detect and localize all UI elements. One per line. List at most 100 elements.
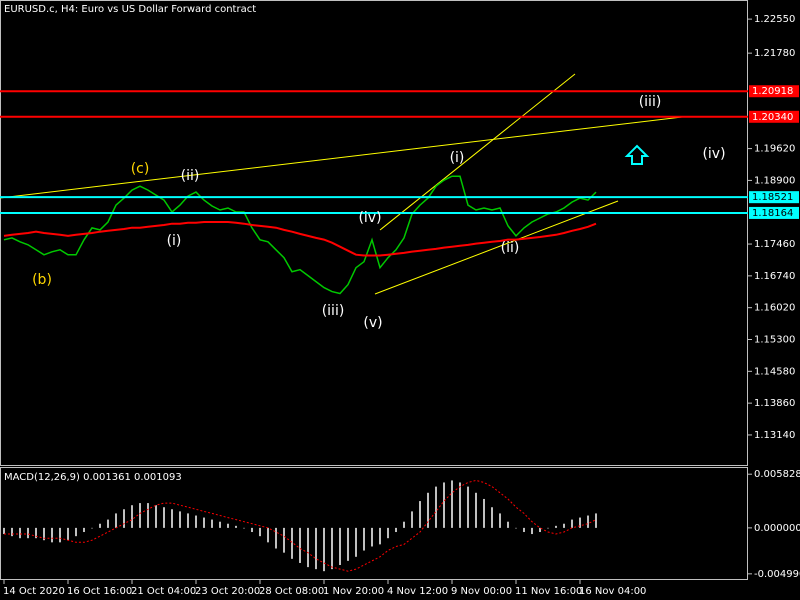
macd-bar <box>507 521 509 528</box>
macd-bar <box>547 527 549 529</box>
x-tick-label: 21 Oct 04:00 <box>131 586 196 597</box>
macd-bar <box>579 517 581 528</box>
macd-bar <box>451 480 453 528</box>
macd-bar <box>27 527 29 539</box>
macd-bar <box>379 527 381 545</box>
signal-line <box>4 479 597 572</box>
macd-bar <box>523 527 525 533</box>
macd-bar <box>131 505 133 528</box>
level-label: 1.20918 <box>752 86 793 97</box>
y-tick-label: 0.005828 <box>754 469 800 480</box>
macd-bar <box>291 527 293 559</box>
macd-bar <box>491 507 493 528</box>
macd-bar <box>91 527 93 529</box>
moving-average <box>3 221 597 257</box>
y-tick-label: 1.17460 <box>754 239 795 250</box>
level-label: 1.20340 <box>752 112 793 123</box>
macd-bar <box>531 527 533 535</box>
x-tick-label: 1 Nov 20:00 <box>323 586 384 597</box>
x-tick-label: 28 Oct 08:00 <box>259 586 324 597</box>
macd-bar <box>411 511 413 528</box>
macd-bar <box>123 509 125 528</box>
wave-label: (ii) <box>501 240 520 256</box>
macd-bar <box>363 527 365 551</box>
macd-bar <box>267 527 269 543</box>
macd-bar <box>595 513 597 528</box>
macd-bar <box>227 523 229 528</box>
macd-bar <box>515 527 517 529</box>
macd-bar <box>499 513 501 528</box>
macd-bar <box>459 482 461 528</box>
macd-bar <box>51 527 53 543</box>
macd-bar <box>59 527 61 543</box>
wave-label: (iii) <box>639 94 662 110</box>
macd-bar <box>107 519 109 528</box>
y-tick-label: 1.21780 <box>754 48 795 59</box>
macd-bar <box>347 527 349 561</box>
macd-bar <box>187 513 189 528</box>
macd-bar <box>259 527 261 537</box>
trend-line <box>374 200 619 295</box>
wave-label: (ii) <box>181 168 200 184</box>
y-tick-label: 1.13140 <box>754 430 795 441</box>
macd-bar <box>539 527 541 533</box>
macd-bar <box>427 492 429 528</box>
macd-bar <box>387 527 389 539</box>
macd-bar <box>299 527 301 563</box>
macd-bar <box>395 527 397 533</box>
macd-bar <box>403 521 405 528</box>
macd-bar <box>371 527 373 547</box>
macd-bar <box>155 505 157 528</box>
level-label: 1.18164 <box>752 208 793 219</box>
macd-bar <box>203 517 205 528</box>
macd-title: MACD(12,26,9) 0.001361 0.001093 <box>4 472 182 483</box>
macd-bar <box>331 527 333 570</box>
y-tick-label: 1.15300 <box>754 334 795 345</box>
macd-bar <box>483 498 485 528</box>
macd-bar <box>83 527 85 533</box>
macd-bar <box>587 515 589 528</box>
macd-bar <box>67 527 69 541</box>
macd-bar <box>75 527 77 537</box>
macd-bar <box>315 527 317 570</box>
y-tick-label: 1.16020 <box>754 303 795 314</box>
macd-bar <box>99 523 101 528</box>
macd-bar <box>11 527 13 537</box>
wave-label: (iv) <box>702 146 725 162</box>
level-label-box <box>749 85 799 98</box>
y-tick-label: 1.22550 <box>754 14 795 25</box>
y-tick-label: -0.004990 <box>754 569 800 580</box>
macd-bar <box>139 503 141 528</box>
y-tick-label: 1.19620 <box>754 144 795 155</box>
macd-bar <box>3 527 5 535</box>
macd-bar <box>219 521 221 528</box>
macd-bar <box>147 503 149 528</box>
x-tick-label: 11 Nov 16:00 <box>515 586 582 597</box>
up-arrow <box>624 144 650 165</box>
macd-bar <box>243 527 245 529</box>
macd-bar <box>171 509 173 528</box>
level-label: 1.18521 <box>752 192 793 203</box>
macd-bar <box>467 486 469 528</box>
y-tick-label: 0.000000 <box>754 523 800 534</box>
x-tick-label: 16 Oct 16:00 <box>67 586 132 597</box>
x-tick-label: 14 Oct 2020 <box>3 586 65 597</box>
macd-bar <box>195 515 197 528</box>
y-tick-label: 1.16740 <box>754 271 795 282</box>
macd-bar <box>163 507 165 528</box>
macd-bar <box>419 501 421 528</box>
x-tick-label: 4 Nov 12:00 <box>387 586 448 597</box>
macd-bar <box>435 486 437 528</box>
macd-bar <box>251 527 253 533</box>
y-tick-label: 1.18900 <box>754 175 795 186</box>
wave-label: (c) <box>131 161 150 177</box>
macd-bar <box>43 527 45 541</box>
wave-label: (i) <box>450 150 465 166</box>
trend-line <box>0 116 683 199</box>
macd-bar <box>443 482 445 528</box>
macd-bar <box>323 527 325 572</box>
price-line <box>3 175 597 295</box>
y-tick-label: 1.14580 <box>754 366 795 377</box>
macd-bar <box>35 527 37 539</box>
wave-label: (iii) <box>322 303 345 319</box>
